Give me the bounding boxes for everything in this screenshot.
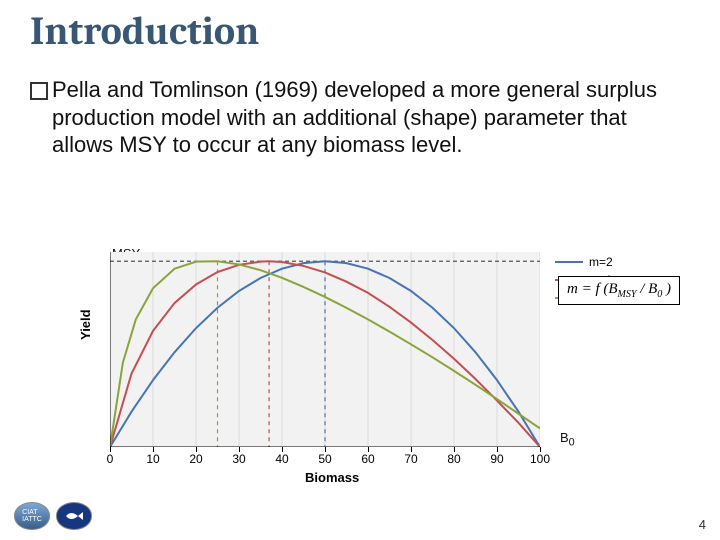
x-tick-label: 40: [275, 452, 288, 466]
page-title: Introduction: [30, 8, 259, 54]
x-tick-label: 100: [530, 452, 550, 466]
x-tick-label: 80: [447, 452, 460, 466]
slide: { "title": "Introduction", "body": "Pell…: [0, 0, 720, 540]
formula-rhs: f (BMSY / B0 ): [595, 281, 671, 297]
bullet-icon: [30, 82, 48, 100]
x-tick-label: 20: [189, 452, 202, 466]
y-axis-label: Yield: [78, 309, 93, 340]
formula-box: m = f (BMSY / B0 ): [558, 276, 680, 305]
x-tick-label: 70: [404, 452, 417, 466]
x-tick-label: 50: [318, 452, 331, 466]
b0-label: B0: [560, 430, 575, 449]
body-paragraph: Pella and Tomlinson (1969) developed a m…: [52, 76, 672, 159]
x-tick-label: 30: [232, 452, 245, 466]
logo-row: CIATIATTC: [14, 502, 92, 530]
x-axis-label: Biomass: [305, 470, 359, 485]
yield-biomass-chart: [110, 252, 540, 447]
x-tick-label: 10: [146, 452, 159, 466]
ciat-iattc-logo-icon: CIATIATTC: [14, 502, 50, 530]
legend-item: m=2: [555, 255, 623, 269]
formula-lhs: m: [567, 281, 578, 297]
x-tick-label: 90: [490, 452, 503, 466]
legend-label: m=2: [589, 255, 613, 269]
x-tick-label: 60: [361, 452, 374, 466]
page-number: 4: [699, 517, 706, 532]
legend-swatch-icon: [555, 261, 583, 263]
x-axis-ticks: 0102030405060708090100: [110, 452, 540, 468]
fish-logo-icon: [56, 502, 92, 530]
x-tick-label: 0: [107, 452, 114, 466]
